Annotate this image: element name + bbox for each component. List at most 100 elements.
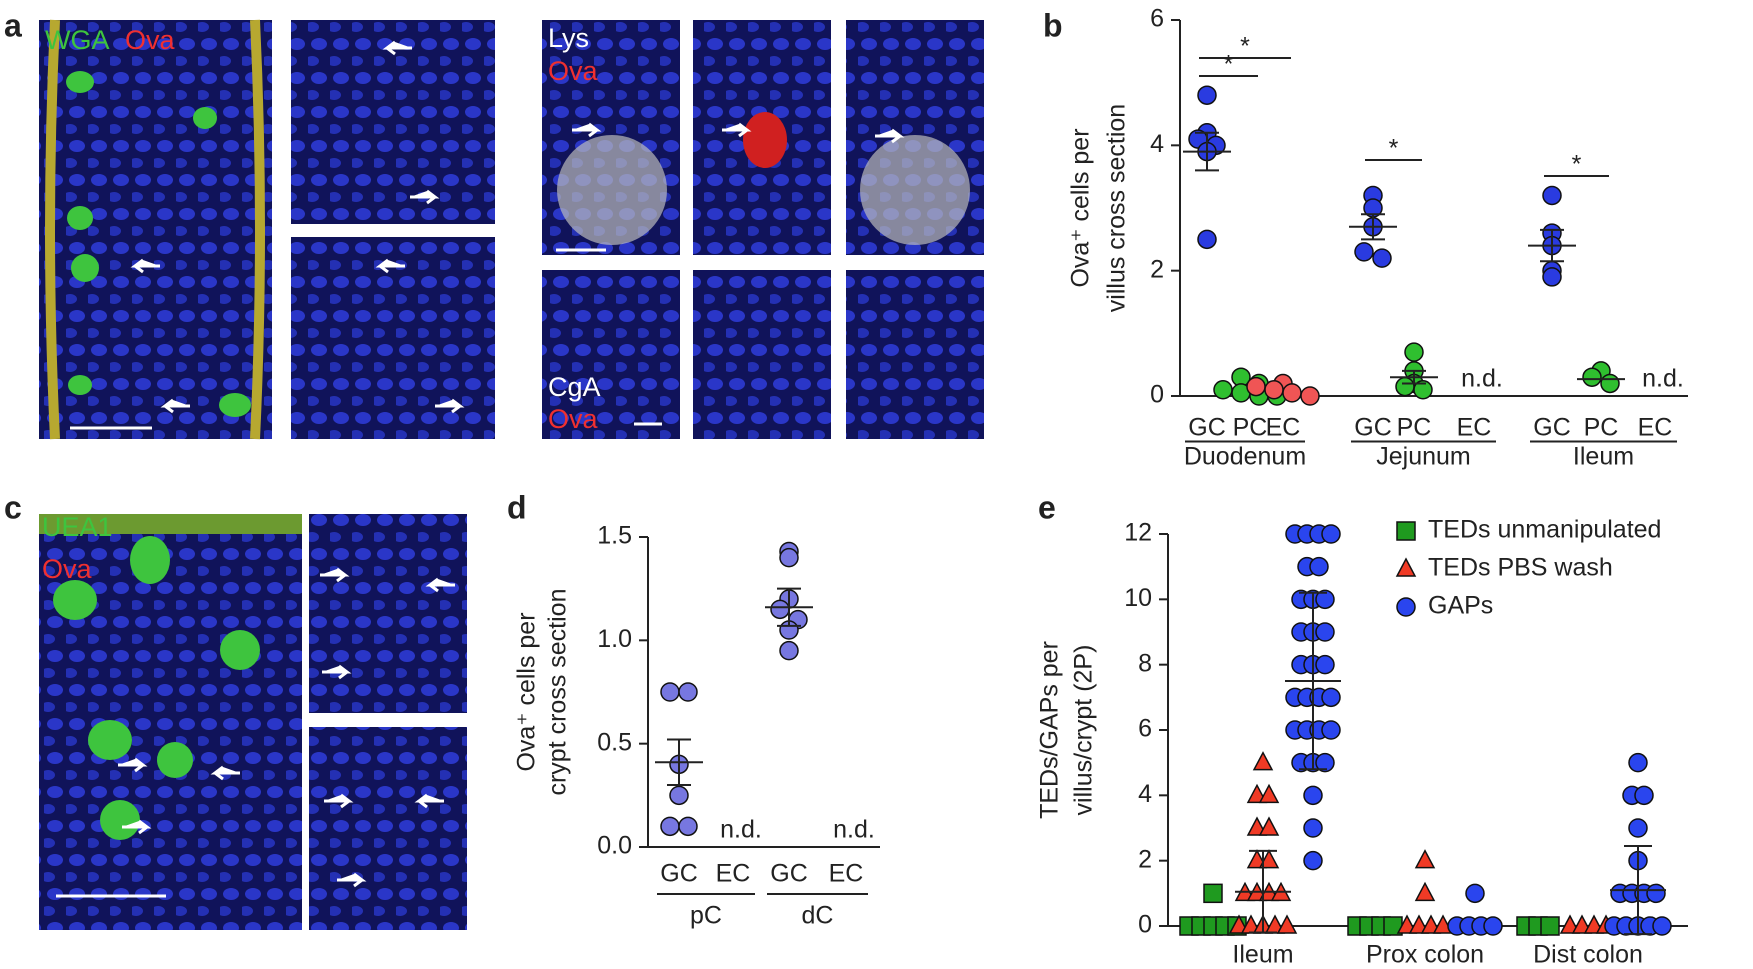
- data-point: [1258, 783, 1280, 804]
- y-tick-label: 4: [1138, 780, 1152, 808]
- data-point: [1315, 622, 1335, 642]
- data-point: [1321, 524, 1341, 544]
- panel-label: c: [4, 489, 22, 525]
- data-point: [1303, 785, 1323, 806]
- annotation: n.d.: [1461, 365, 1503, 393]
- y-tick-label: 4: [1150, 130, 1164, 158]
- panel-label: d: [507, 489, 527, 525]
- data-point: [669, 785, 689, 806]
- data-point: [1300, 386, 1320, 406]
- surface: [39, 514, 302, 534]
- image-c-uea1: [309, 727, 467, 930]
- stain-label: Ova: [42, 554, 93, 584]
- stain-label: CgA: [548, 372, 601, 402]
- x-tick-label: Ileum: [1232, 941, 1293, 969]
- x-tick-label: Prox colon: [1366, 941, 1484, 969]
- legend-label: TEDs unmanipulated: [1428, 516, 1661, 544]
- data-point: [1321, 720, 1341, 740]
- y-tick-label: 1.0: [597, 625, 632, 653]
- data-point: [1321, 687, 1341, 708]
- x-tick-label: GC: [1188, 414, 1226, 442]
- y-tick-label: 2: [1138, 845, 1152, 873]
- group-label: Ileum: [1573, 443, 1634, 471]
- annotation: n.d.: [720, 816, 762, 844]
- data-point: [1483, 916, 1503, 936]
- arrows: [56, 40, 905, 898]
- y-axis-label: Ova⁺ cells per: [1067, 128, 1095, 287]
- x-tick-label: GC: [660, 860, 698, 888]
- image-a-cga: [542, 270, 680, 439]
- micrographs: WGA Ova Lys Ova CgA Ova UEA1 Ova: [39, 19, 984, 930]
- x-tick-label: PC: [1584, 414, 1619, 442]
- significance-label: *: [1224, 51, 1234, 79]
- data-point: [1413, 379, 1433, 400]
- data-point: [678, 816, 698, 837]
- stain-label: Ova: [548, 404, 599, 434]
- legend-label: TEDs PBS wash: [1428, 554, 1613, 582]
- panel-label: e: [1038, 489, 1056, 525]
- y-tick-label: 10: [1124, 584, 1152, 612]
- y-axis-label: TEDs/GAPs per: [1036, 641, 1064, 819]
- stain-label: UEA1: [42, 512, 113, 542]
- y-tick-label: 6: [1150, 5, 1164, 33]
- group-label: Duodenum: [1184, 443, 1306, 471]
- data-point: [1258, 849, 1280, 869]
- y-tick-label: 1.5: [597, 522, 632, 550]
- data-point: [1315, 654, 1335, 675]
- data-point: [1246, 376, 1266, 397]
- panel-label: a: [4, 7, 22, 43]
- y-axis-label: villus/crypt (2P): [1070, 645, 1098, 816]
- data-point: [1303, 850, 1323, 871]
- x-tick-label: PC: [1233, 414, 1268, 442]
- goblet-cells: [66, 71, 251, 417]
- y-tick-label: 0: [1138, 911, 1152, 939]
- data-point: [1282, 383, 1302, 403]
- significance-label: *: [1240, 33, 1250, 61]
- villus-edge: [45, 19, 265, 440]
- data-point: [1628, 818, 1648, 838]
- data-point: [1646, 883, 1666, 904]
- data-point: [1395, 557, 1417, 577]
- data-point: [1542, 267, 1562, 287]
- data-point: [1404, 342, 1424, 362]
- stain-label: Ova: [125, 25, 176, 55]
- x-tick-label: EC: [1457, 414, 1492, 442]
- x-tick-label: EC: [1266, 414, 1301, 442]
- panel-label: b: [1043, 7, 1063, 43]
- data-point: [1372, 248, 1392, 268]
- group-label: Jejunum: [1376, 443, 1471, 471]
- y-axis-label: villus cross section: [1103, 104, 1131, 312]
- data-point: [1315, 752, 1335, 773]
- data-point: [1628, 752, 1648, 773]
- ova-cell: [743, 112, 787, 168]
- significance-label: *: [1389, 135, 1399, 163]
- image-a-cga-3: [846, 270, 984, 439]
- x-tick-label: EC: [1638, 414, 1673, 442]
- y-tick-label: 0: [1150, 381, 1164, 409]
- data-point: [1309, 556, 1329, 577]
- crypt: [860, 135, 970, 245]
- x-tick-label: GC: [1354, 414, 1392, 442]
- data-point: [1258, 816, 1280, 836]
- data-point: [1542, 185, 1562, 206]
- data-point: [779, 640, 799, 661]
- data-point: [1252, 751, 1274, 771]
- crypt: [557, 135, 667, 245]
- x-tick-label: Dist colon: [1533, 941, 1643, 969]
- data-point: [1582, 367, 1602, 387]
- y-tick-label: 0.0: [597, 832, 632, 860]
- data-point: [1414, 849, 1436, 869]
- data-point: [1396, 521, 1416, 541]
- x-tick-label: EC: [829, 860, 864, 888]
- data-point: [1414, 881, 1436, 902]
- annotation: n.d.: [1642, 365, 1684, 393]
- y-axis-label: crypt cross section: [544, 588, 572, 795]
- stain-label: Lys: [548, 23, 589, 53]
- data-point: [1540, 916, 1560, 936]
- stain-label: Ova: [548, 56, 599, 86]
- data-point: [1276, 914, 1298, 934]
- y-tick-label: 0.5: [597, 728, 632, 756]
- x-tick-label: EC: [716, 860, 751, 888]
- data-point: [1395, 376, 1415, 397]
